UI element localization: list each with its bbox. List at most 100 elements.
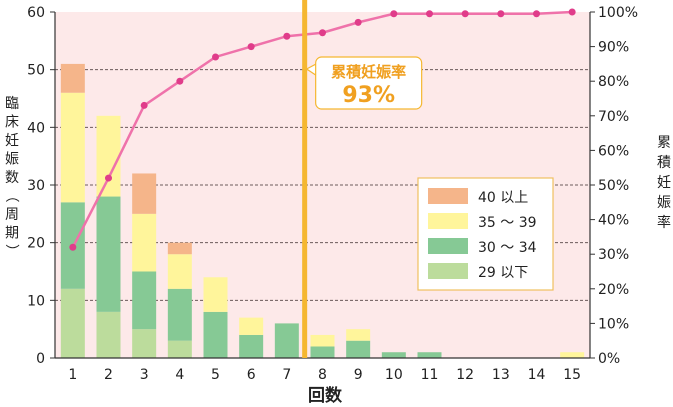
y2-tick-label: 0% [598, 351, 620, 367]
legend-label: 29 以下 [478, 265, 528, 281]
x-tick-label: 13 [492, 367, 510, 383]
marker-bar [302, 0, 308, 358]
bar-segment-4 [132, 173, 157, 214]
y-tick-label: 40 [27, 120, 45, 136]
x-tick-label: 3 [140, 367, 149, 383]
cumulative-line [69, 8, 576, 251]
bar-segment-3 [346, 329, 371, 341]
x-tick-label: 15 [563, 367, 581, 383]
legend-swatch [428, 188, 468, 204]
axis-title-char: 率 [657, 214, 671, 231]
legend-swatch [428, 213, 468, 229]
axis-title-char: 数 [5, 170, 19, 186]
y2-tick-label: 50% [598, 178, 629, 194]
callout-box [315, 56, 423, 110]
cumulative-point [69, 243, 77, 251]
bar-segment-2 [96, 196, 121, 312]
legend: 40 以上 35 ～ 39 30 ～ 34 29 以下 [417, 177, 554, 291]
y2-tick-label: 60% [598, 143, 629, 159]
legend-label: 40 以上 [478, 190, 528, 206]
bar-segment-3 [560, 352, 585, 358]
cumulative-point [212, 53, 219, 61]
x-tick-label: 8 [318, 367, 327, 383]
y2-tick-label: 70% [598, 109, 629, 125]
bar-segment-3 [310, 334, 335, 347]
bar-segment-2 [167, 288, 192, 341]
y2-tick-label: 80% [598, 74, 629, 90]
y-tick-label: 10 [27, 293, 45, 309]
legend-swatch [428, 238, 468, 254]
bar-segment-2 [417, 352, 442, 358]
x-tick-label: 6 [247, 367, 256, 383]
x-tick-label: 5 [211, 367, 220, 383]
axis-title-char: 娠 [5, 152, 19, 168]
bar-segment-1 [60, 288, 85, 358]
cumulative-point [319, 29, 326, 37]
bar-segment-2 [132, 271, 157, 330]
bar-segment-1 [132, 329, 157, 358]
axis-title-char: 臨 [5, 96, 19, 112]
x-tick-label: 4 [175, 367, 184, 383]
bar-segment-4 [167, 242, 192, 255]
axis-title-char: 累 [657, 135, 671, 151]
axis-title-char: 積 [657, 155, 671, 171]
axis-title-char: 期 [5, 226, 19, 242]
cumulative-point [283, 32, 291, 40]
axis-title-char: ） [3, 244, 19, 258]
bar-segment-3 [167, 254, 192, 289]
x-axis-title: 回数 [308, 385, 343, 406]
cumulative-point [497, 10, 505, 18]
x-tick-label: 10 [385, 367, 403, 383]
annotation-callout: 累積妊娠率 93% [305, 56, 423, 110]
cumulative-point [140, 101, 148, 109]
legend-label: 35 ～ 39 [478, 215, 537, 231]
bar-segment-4 [60, 63, 85, 93]
axis-title-char: 娠 [657, 195, 671, 211]
legend-label: 30 ～ 34 [478, 240, 537, 256]
bar-segment-3 [60, 92, 85, 203]
cumulative-point [461, 10, 469, 18]
bar-segment-3 [239, 317, 264, 335]
cumulative-point [426, 10, 433, 18]
bar-segment-1 [167, 340, 192, 358]
x-tick-label: 11 [421, 367, 439, 383]
x-tick-label: 7 [282, 367, 291, 383]
y-tick-label: 50 [27, 63, 45, 79]
bar-segment-1 [96, 311, 121, 358]
y2-tick-label: 20% [598, 282, 629, 298]
callout-value: 93% [342, 83, 395, 108]
x-tick-label: 1 [68, 367, 77, 383]
y2-tick-label: 100% [598, 5, 638, 21]
axes: 0 10 20 30 40 50 60 0% 10% 20% 30% 40% 50% 60% 70% 80% 9… [27, 5, 638, 383]
cumulative-point [354, 18, 362, 26]
bar-segment-3 [203, 277, 228, 312]
axis-title-char: （ [3, 189, 19, 203]
callout-title: 累積妊娠率 [331, 63, 406, 81]
bar-segment-2 [310, 346, 335, 358]
cumulative-point [247, 43, 255, 51]
y-tick-label: 30 [27, 178, 45, 194]
bar-segment-2 [239, 334, 264, 358]
y2-tick-label: 40% [598, 213, 629, 229]
x-tick-label: 12 [456, 367, 474, 383]
bar-segment-2 [274, 323, 299, 358]
y2-tick-label: 90% [598, 40, 629, 56]
y2-tick-label: 10% [598, 316, 629, 332]
bars [60, 63, 585, 358]
legend-swatch [428, 263, 468, 279]
marker-line [302, 0, 308, 358]
bar-segment-2 [346, 340, 371, 358]
bar-segment-2 [203, 311, 228, 358]
axis-title-char: 周 [5, 207, 19, 223]
cumulative-point [533, 10, 540, 18]
axis-title-char: 妊 [5, 133, 19, 149]
axis-title-char: 妊 [657, 175, 671, 191]
y2-tick-label: 30% [598, 247, 629, 263]
bar-segment-3 [132, 213, 157, 272]
y-tick-label: 0 [36, 351, 45, 367]
x-tick-label: 14 [528, 367, 546, 383]
cumulative-point [390, 10, 398, 18]
